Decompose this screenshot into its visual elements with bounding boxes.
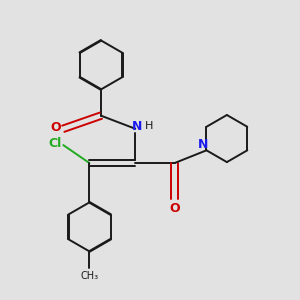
Text: N: N: [132, 120, 142, 133]
Text: Cl: Cl: [49, 137, 62, 150]
Text: O: O: [169, 202, 180, 215]
Text: H: H: [145, 122, 153, 131]
Text: O: O: [51, 121, 62, 134]
Text: N: N: [198, 138, 208, 151]
Text: CH₃: CH₃: [80, 271, 98, 281]
